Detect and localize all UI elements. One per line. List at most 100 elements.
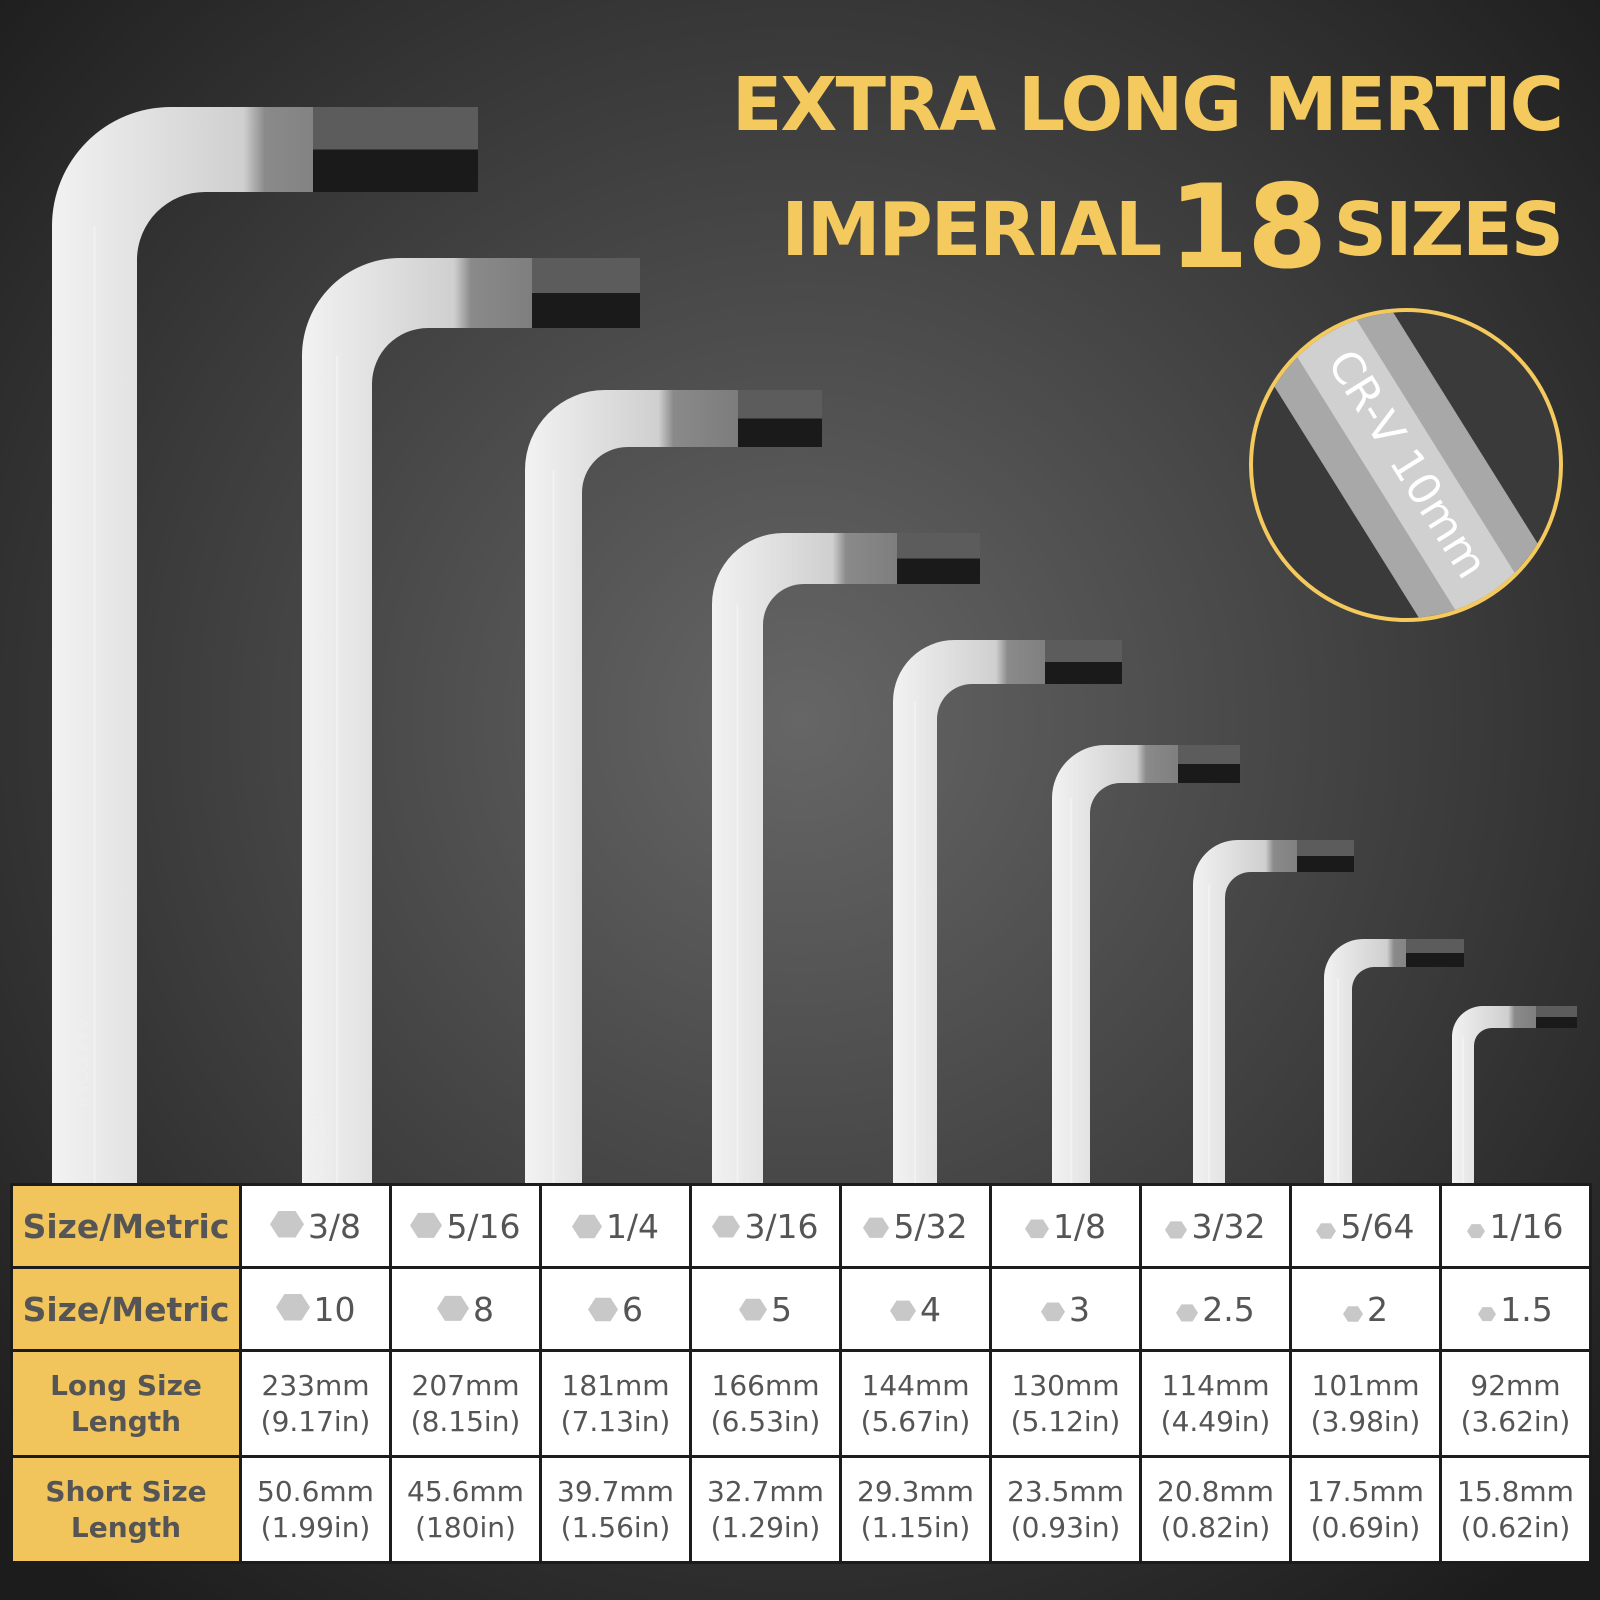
table-cell: 101mm (3.98in): [1292, 1352, 1439, 1455]
length-in: (9.17in): [260, 1404, 371, 1438]
length-in: (7.13in): [560, 1404, 671, 1438]
hex-key-tip: [1536, 1017, 1577, 1028]
length-mm: 101mm: [1311, 1368, 1420, 1402]
hex-key: [893, 640, 1122, 1190]
table-cell: 3: [992, 1269, 1139, 1349]
magnifier-ring: [1249, 308, 1563, 622]
hex-shape: [275, 1293, 310, 1321]
table-cell: 17.5mm (0.69in): [1292, 1458, 1439, 1561]
size-text: 5/32: [893, 1206, 968, 1246]
table-cell: 23.5mm (0.93in): [992, 1458, 1139, 1561]
length-mm: 130mm: [1011, 1368, 1120, 1402]
table-row: Short Size Length 50.6mm (1.99in) 45.6mm (18…: [13, 1458, 1589, 1561]
hex-key: [1052, 745, 1240, 1190]
length-in: (3.62in): [1460, 1404, 1571, 1438]
hex-key: [525, 390, 822, 1190]
size-text: 4: [920, 1289, 941, 1329]
length-in: (1.99in): [260, 1510, 371, 1544]
title-line2: IMPERIAL18 SIZES: [781, 160, 1564, 295]
table-cell: 1.5: [1442, 1269, 1589, 1349]
engraving: AMTOVL: [64, 1015, 92, 1116]
hex-key-tip: [532, 258, 640, 293]
table-cell: 114mm (4.49in): [1142, 1352, 1289, 1455]
size-text: 1/16: [1489, 1206, 1564, 1246]
table-cell: 3/8: [242, 1186, 389, 1266]
table-cell: 45.6mm (180in): [392, 1458, 539, 1561]
table-cell: 3/16: [692, 1186, 839, 1266]
title-number: 18: [1168, 160, 1327, 295]
hex-icon: [890, 1300, 916, 1321]
engraving: AMTOVL: [305, 1098, 329, 1182]
length-mm: 29.3mm: [857, 1474, 974, 1508]
table-cell: 29.3mm (1.15in): [842, 1458, 989, 1561]
size-table: Size/Metric 3/8 5/16 1/4 3/16 5/32 1/8 3/32 5/64…: [10, 1183, 1592, 1564]
hex-icon: [1024, 1219, 1049, 1239]
table-cell: 20.8mm (0.82in): [1142, 1458, 1289, 1561]
length-mm: 166mm: [711, 1368, 820, 1402]
length-mm: 32.7mm: [707, 1474, 824, 1508]
hex-key-tip: [313, 149, 478, 192]
title-line1: EXTRA LONG MERTIC: [731, 62, 1564, 148]
hex-shape: [739, 1299, 767, 1321]
hex-key-tip: [1045, 640, 1122, 662]
table-cell: 10: [242, 1269, 389, 1349]
hex-key-tip: [1178, 764, 1240, 783]
table-cell: 144mm (5.67in): [842, 1352, 989, 1455]
size-text: 3/16: [744, 1206, 819, 1246]
hex-shape: [1024, 1219, 1049, 1239]
size-text: 1/8: [1052, 1206, 1107, 1246]
size-text: 2: [1367, 1289, 1388, 1329]
length-mm: 207mm: [411, 1368, 520, 1402]
size-text: 5: [771, 1289, 792, 1329]
table-row: Size/Metric 3/8 5/16 1/4 3/16 5/32 1/8 3/32 5/64…: [13, 1186, 1589, 1266]
hex-icon: [437, 1295, 469, 1321]
hex-shape: [712, 1216, 741, 1238]
hex-shape: [1343, 1305, 1363, 1322]
table-cell: 5: [692, 1269, 839, 1349]
size-text: 5/16: [446, 1206, 521, 1246]
title-suffix: SIZES: [1333, 187, 1564, 273]
table-cell: 39.7mm (1.56in): [542, 1458, 689, 1561]
row-label: Short Size Length: [13, 1458, 239, 1561]
table-cell: 5/32: [842, 1186, 989, 1266]
hex-icon: [1165, 1221, 1188, 1239]
length-in: (1.29in): [710, 1510, 821, 1544]
table-cell: 166mm (6.53in): [692, 1352, 839, 1455]
hex-keys: [52, 107, 1577, 1190]
table-cell: 50.6mm (1.99in): [242, 1458, 389, 1561]
title-prefix: IMPERIAL: [781, 187, 1162, 273]
hex-key-tip: [1406, 953, 1464, 967]
table-cell: 2: [1292, 1269, 1439, 1349]
hex-key: [712, 533, 980, 1190]
length-mm: 23.5mm: [1007, 1474, 1124, 1508]
hex-key: [302, 258, 640, 1190]
length-mm: 233mm: [261, 1368, 370, 1402]
table-cell: 181mm (7.13in): [542, 1352, 689, 1455]
hex-key: [1193, 840, 1354, 1190]
hex-key-tip: [1536, 1006, 1577, 1017]
hex-key-tip: [532, 293, 640, 328]
table-cell: 5/16: [392, 1186, 539, 1266]
hex-key-tip: [1406, 939, 1464, 953]
table-cell: 2.5: [1142, 1269, 1289, 1349]
length-in: (8.15in): [410, 1404, 521, 1438]
length-mm: 17.5mm: [1307, 1474, 1424, 1508]
length-mm: 50.6mm: [257, 1474, 374, 1508]
hex-icon: [1467, 1224, 1486, 1239]
hex-shape: [269, 1210, 304, 1238]
hex-shape: [1316, 1222, 1337, 1239]
hex-icon: [863, 1217, 890, 1238]
hex-shape: [1176, 1304, 1199, 1322]
hex-icon: [1478, 1307, 1497, 1322]
hex-shape: [410, 1212, 443, 1238]
table-cell: 1/8: [992, 1186, 1139, 1266]
hex-key-tip: [1045, 662, 1122, 684]
length-in: (0.62in): [1460, 1510, 1571, 1544]
hex-shape: [890, 1300, 916, 1321]
size-text: 2.5: [1202, 1289, 1255, 1329]
hex-shape: [1041, 1302, 1065, 1322]
hex-icon: [1316, 1222, 1337, 1239]
length-in: (0.93in): [1010, 1510, 1121, 1544]
table-cell: 5/64: [1292, 1186, 1439, 1266]
table-row: Size/Metric 10 8 6 5 4 3 2.5 2 1.5: [13, 1269, 1589, 1349]
